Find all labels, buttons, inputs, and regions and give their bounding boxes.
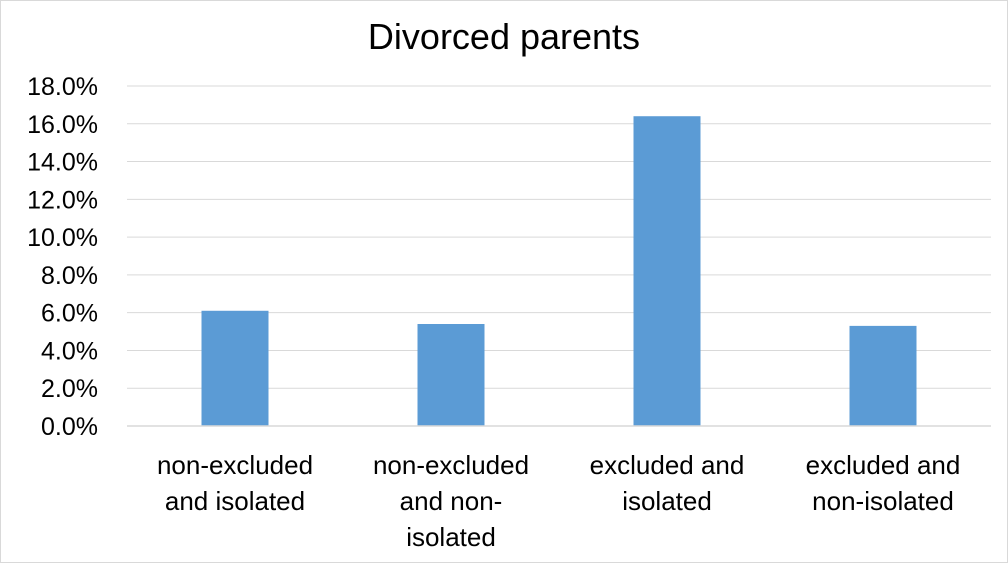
y-tick-label: 14.0%: [27, 149, 98, 177]
y-tick-label: 12.0%: [27, 186, 98, 214]
bars: [201, 116, 917, 426]
x-category-label: non-excluded and isolated: [157, 450, 313, 516]
x-category-label: excluded and isolated: [590, 450, 745, 516]
bar: [633, 116, 701, 426]
y-axis-tick-labels: 0.0% 2.0% 4.0% 6.0% 8.0% 10.0% 12.0% 14.0% 16.0%…: [27, 73, 98, 441]
x-axis-category-labels: non-excluded and isolated non-excluded and …: [157, 450, 960, 552]
gridlines: [127, 85, 991, 389]
y-tick-label: 0.0%: [41, 413, 98, 441]
y-tick-label: 2.0%: [41, 375, 98, 403]
bar: [201, 310, 269, 426]
bar: [417, 324, 485, 426]
y-tick-label: 16.0%: [27, 111, 98, 139]
y-tick-label: 4.0%: [41, 337, 98, 365]
y-tick-label: 8.0%: [41, 262, 98, 290]
y-tick-label: 10.0%: [27, 224, 98, 252]
y-tick-label: 6.0%: [41, 300, 98, 328]
y-tick-label: 18.0%: [27, 73, 98, 101]
bar: [849, 325, 917, 426]
chart-title: Divorced parents: [368, 16, 640, 57]
x-category-label: excluded and non-isolated: [806, 450, 961, 516]
x-category-label: non-excluded and non-isolated: [373, 450, 529, 552]
